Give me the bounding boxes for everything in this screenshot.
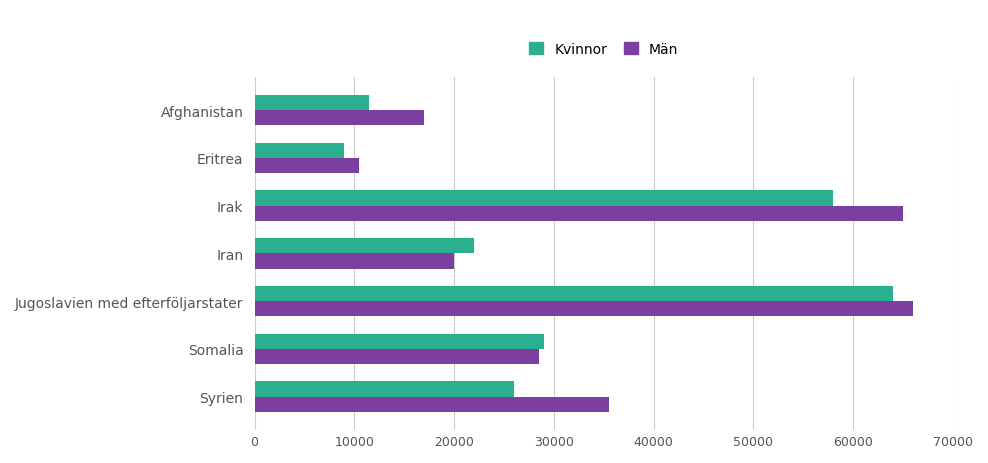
Bar: [255, 286, 893, 301]
Bar: [255, 144, 345, 158]
Bar: [255, 158, 360, 174]
Bar: [255, 96, 370, 111]
Bar: [255, 397, 609, 412]
Bar: [255, 382, 514, 397]
Bar: [255, 254, 454, 269]
Bar: [255, 111, 424, 126]
Legend: Kvinnor, Män: Kvinnor, Män: [526, 38, 683, 61]
Bar: [255, 238, 474, 254]
Bar: [255, 191, 833, 206]
Bar: [255, 334, 544, 349]
Bar: [255, 349, 539, 364]
Bar: [255, 206, 903, 221]
Bar: [255, 301, 913, 317]
